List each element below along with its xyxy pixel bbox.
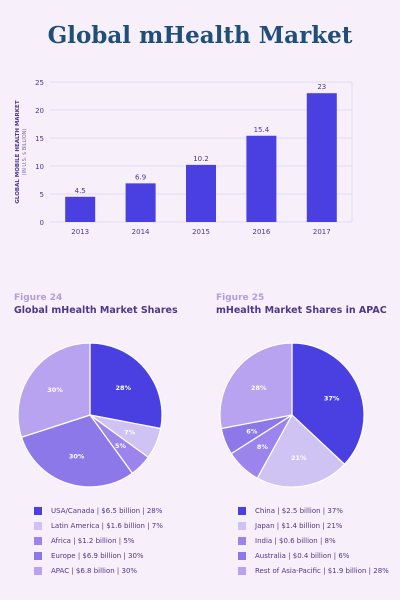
apac-slice-label-australia: 6% [246,427,258,435]
bar-2015 [186,164,216,222]
apac-legend-text-china: China | $2.5 billion | 37% [255,506,343,515]
global-share-pie: 28% 7% 5% 30% 30% [17,342,163,488]
bar-2017 [306,93,337,222]
apac-legend-text-rest-of-asia-pacific: Rest of Asia-Pacific | $1.9 billion | 28… [255,566,389,575]
figure-25-number: Figure 25 [216,293,265,303]
x-tick-label-2017: 2017 [313,228,331,236]
global-legend-text-europe: Europe | $6.9 billion | 30% [51,551,144,560]
bar-value-label-2016: 15.4 [254,126,270,134]
y-tick-label-0: 0 [40,219,44,227]
apac-legend-swatch-china [238,506,246,515]
y-tick-label-25: 25 [35,79,44,87]
bar-2016 [246,135,277,222]
y-tick-label-20: 20 [35,107,44,115]
apac-legend-text-india: India | $0.6 billion | 8% [255,536,336,545]
apac-legend-swatch-australia [238,551,246,560]
apac-slice-label-india: 8% [257,443,269,451]
apac-legend-item-india: India | $0.6 billion | 8% [238,533,389,548]
page-title: Global mHealth Market [47,22,353,49]
global-legend-text-africa: Africa | $1.2 billion | 5% [51,536,135,545]
bar-value-label-2014: 6.9 [135,173,146,181]
global-share-legend: USA/Canada | $6.5 billion | 28% Latin Ame… [34,503,163,578]
bar-value-label-2017: 23 [317,83,326,91]
y-tick-label-10: 10 [35,163,44,171]
apac-legend-text-australia: Australia | $0.4 billion | 6% [255,551,350,560]
x-tick-label-2013: 2013 [71,228,89,236]
global-legend-item-africa: Africa | $1.2 billion | 5% [34,533,163,548]
bar-2013 [65,196,96,222]
global-slice-label-europe: 30% [69,453,85,461]
apac-legend-item-china: China | $2.5 billion | 37% [238,503,389,518]
apac-slice-japan [256,414,346,488]
global-legend-item-latin-america: Latin America | $1.6 billion | 7% [34,518,163,533]
bar-2014 [125,183,156,222]
global-legend-swatch-africa [34,536,42,545]
global-legend-text-latin-america: Latin America | $1.6 billion | 7% [51,521,163,530]
apac-legend-swatch-japan [238,521,246,530]
global-legend-text-usa-canada: USA/Canada | $6.5 billion | 28% [51,506,163,515]
apac-slice-label-china: 37% [324,394,340,402]
global-slice-apac [17,342,91,439]
global-legend-swatch-apac [34,566,42,575]
global-legend-item-usa-canada: USA/Canada | $6.5 billion | 28% [34,503,163,518]
global-legend-swatch-usa-canada [34,506,42,515]
apac-legend-item-australia: Australia | $0.4 billion | 6% [238,548,389,563]
figure-24-title: Global mHealth Market Shares [14,305,178,316]
global-legend-text-apac: APAC | $6.8 billion | 30% [51,566,138,575]
global-slice-label-africa: 5% [115,442,127,450]
apac-slice-rest-of-asia-pacific [219,342,293,430]
global-legend-item-apac: APAC | $6.8 billion | 30% [34,563,163,578]
figure-25-title: mHealth Market Shares in APAC [216,305,387,316]
x-tick-label-2014: 2014 [132,228,150,236]
x-tick-label-2016: 2016 [252,228,270,236]
y-tick-label-15: 15 [35,135,44,143]
global-slice-label-apac: 30% [47,386,63,394]
global-legend-swatch-europe [34,551,42,560]
y-axis-label: GLOBAL MOBILE HEALTH MARKET [15,100,21,203]
apac-slice-china [291,342,365,466]
global-slice-label-usa-canada: 28% [116,384,132,392]
apac-legend-item-japan: Japan | $1.4 billion | 21% [238,518,389,533]
apac-legend-swatch-india [238,536,246,545]
bar-value-label-2013: 4.5 [75,187,86,195]
figure-24-number: Figure 24 [14,293,63,303]
y-tick-label-5: 5 [40,191,44,199]
apac-legend-text-japan: Japan | $1.4 billion | 21% [255,521,343,530]
y-axis-sublabel: (IN U.S. $ BILLION) [22,129,28,176]
global-slice-europe [20,414,134,488]
apac-legend-swatch-rest-of-asia-pacific [238,566,246,575]
apac-slice-label-rest-of-asia-pacific: 28% [251,384,267,392]
global-slice-label-latin-america: 7% [124,429,136,437]
x-tick-label-2015: 2015 [192,228,210,236]
global-slice-usa-canada [89,342,163,430]
bar-chart: 0 5 10 15 20 25 4.5 2013 6.9 2014 10.2 2015 15.4 2016… [15,79,353,236]
apac-share-legend: China | $2.5 billion | 37% Japan | $1.4 b… [238,503,389,578]
global-legend-item-europe: Europe | $6.9 billion | 30% [34,548,163,563]
apac-legend-item-rest-of-asia-pacific: Rest of Asia-Pacific | $1.9 billion | 28… [238,563,389,578]
apac-share-pie: 37% 21% 8% 6% 28% [219,342,365,488]
global-legend-swatch-latin-america [34,521,42,530]
apac-slice-label-japan: 21% [291,454,307,462]
bar-value-label-2015: 10.2 [193,155,209,163]
